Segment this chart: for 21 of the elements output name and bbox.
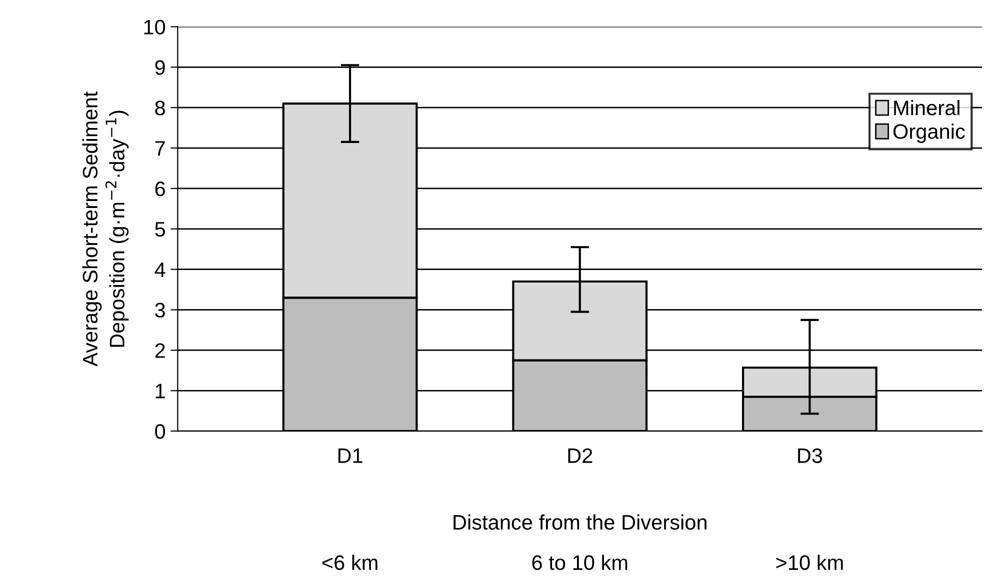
text: 6 to 10 km bbox=[532, 554, 628, 570]
y-tick-label: 10 bbox=[144, 20, 166, 34]
y-tick-label: 6 bbox=[155, 181, 165, 196]
y-tick-label: 5 bbox=[155, 222, 165, 237]
y-axis-title: Average Short-term Sediment Deposition (g·m$^{−2}$·day$^{−1}$) bbox=[82, 91, 129, 366]
text: >10 km bbox=[776, 554, 843, 570]
y-tick-label: 8 bbox=[155, 100, 165, 116]
x-tick-label: D1 bbox=[338, 448, 362, 463]
y-tick-label: 3 bbox=[155, 302, 165, 318]
text: <6 km bbox=[322, 554, 378, 570]
y-tick-label: 7 bbox=[155, 141, 165, 156]
x-tick-label: D2 bbox=[568, 448, 592, 463]
x-axis-title: Distance from the Diversion bbox=[454, 514, 706, 530]
y-tick-label: 2 bbox=[155, 343, 165, 358]
y-tick-label: 4 bbox=[154, 262, 166, 277]
y-tick-label: 9 bbox=[155, 60, 165, 75]
x-tick-label: D3 bbox=[798, 448, 822, 464]
legend-label: Mineral bbox=[894, 100, 960, 116]
legend-label: Organic bbox=[893, 124, 965, 144]
y-tick-label: 1 bbox=[156, 384, 165, 398]
y-tick-label: 0 bbox=[155, 424, 166, 439]
